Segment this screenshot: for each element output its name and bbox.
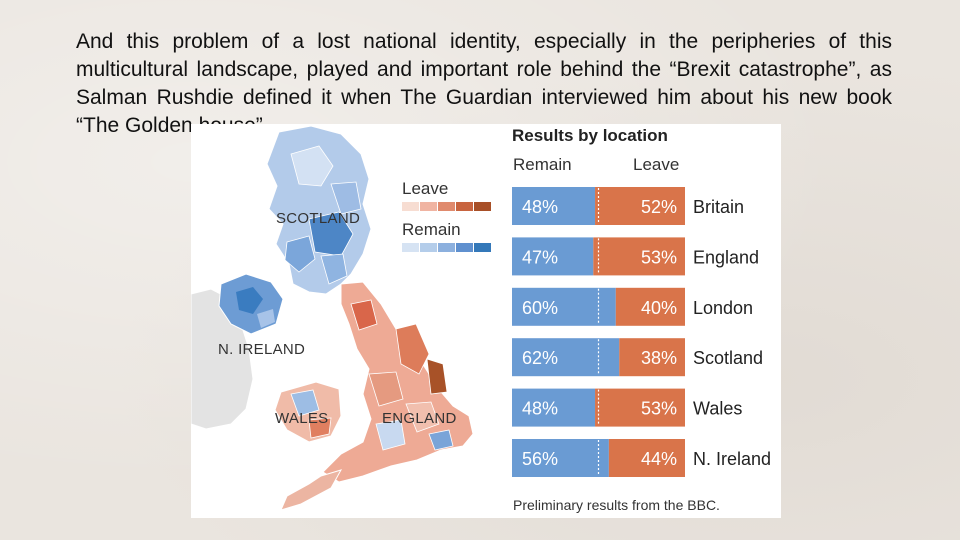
leave-value-label: 40% — [641, 298, 677, 318]
uk-results-map — [191, 124, 509, 518]
leave-value-label: 53% — [641, 247, 677, 267]
remain-value-label: 62% — [522, 348, 558, 368]
legend-remain-swatch — [420, 243, 437, 252]
chart-title: Results by location — [512, 126, 668, 145]
legend-remain-label: Remain — [402, 220, 461, 239]
legend-leave-label: Leave — [402, 179, 449, 198]
legend-remain-swatch — [438, 243, 455, 252]
legend-leave-swatch — [402, 202, 419, 211]
legend-remain-swatch — [402, 243, 419, 252]
remain-bar — [512, 187, 596, 225]
leave-value-label: 53% — [641, 399, 677, 419]
leave-value-label: 52% — [641, 197, 677, 217]
leave-value-label: 38% — [641, 348, 677, 368]
legend-leave-swatch — [438, 202, 455, 211]
category-label: Britain — [693, 197, 744, 217]
leave-bar — [619, 338, 685, 377]
brexit-results-figure: Leave Remain SCOTLAND N. IRELAND WALES E… — [191, 124, 781, 518]
remain-value-label: 60% — [522, 298, 558, 318]
results-bar-chart: 48% 52% Britain 47% 53% England 60% 40% London 62… — [512, 187, 771, 477]
leave-bar — [615, 287, 685, 326]
category-label: Scotland — [693, 348, 763, 368]
remain-value-label: 48% — [522, 399, 558, 419]
category-label: England — [693, 247, 759, 267]
legend-remain-swatch — [474, 243, 491, 252]
category-label: N. Ireland — [693, 449, 771, 469]
remain-bar — [512, 237, 594, 276]
remain-value-label: 47% — [522, 247, 558, 267]
map-label-n-ireland: N. IRELAND — [218, 341, 306, 358]
leave-value-label: 44% — [641, 449, 677, 469]
leave-bar — [608, 439, 685, 477]
leave-bar — [595, 187, 685, 225]
map-label-england: ENGLAND — [382, 410, 457, 427]
legend-leave-swatch — [474, 202, 491, 211]
leave-column-header: Leave — [633, 155, 680, 174]
category-label: London — [693, 298, 753, 318]
slide-paragraph: And this problem of a lost national iden… — [76, 30, 892, 137]
leave-bar — [593, 237, 685, 276]
remain-bar — [512, 439, 609, 477]
remain-value-label: 56% — [522, 449, 558, 469]
leave-bar — [595, 388, 685, 427]
category-label: Wales — [693, 399, 742, 419]
remain-value-label: 48% — [522, 197, 558, 217]
map-label-scotland: SCOTLAND — [276, 210, 361, 227]
legend-leave-swatch — [420, 202, 437, 211]
legend-leave-swatch — [456, 202, 473, 211]
source-note: Preliminary results from the BBC. — [513, 497, 720, 513]
legend-remain-swatch — [456, 243, 473, 252]
remain-column-header: Remain — [513, 155, 572, 174]
map-label-wales: WALES — [275, 410, 329, 427]
remain-bar — [512, 338, 620, 377]
remain-bar — [512, 388, 596, 427]
